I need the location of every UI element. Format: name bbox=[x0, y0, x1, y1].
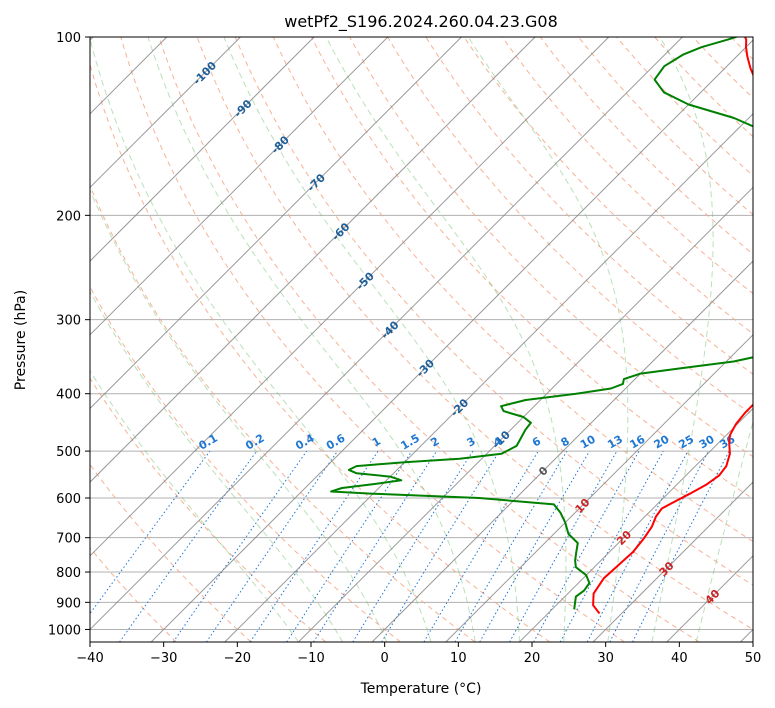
y-tick-label: 500 bbox=[56, 445, 81, 460]
dry-adiabat bbox=[196, 37, 753, 631]
isotherm-line bbox=[592, 481, 753, 642]
moist-adiabat bbox=[90, 37, 432, 642]
dry-adiabat bbox=[90, 285, 401, 642]
mixing-ratio-line bbox=[205, 450, 338, 642]
isotherm-line bbox=[445, 334, 753, 642]
mixing-ratio-line bbox=[423, 450, 539, 642]
x-tick-label: −20 bbox=[224, 651, 251, 666]
isotherm-line bbox=[224, 113, 753, 642]
plot-frame bbox=[89, 36, 754, 643]
moist-adiabat bbox=[223, 37, 520, 642]
isotherm-line bbox=[90, 37, 241, 189]
isotherm-line bbox=[371, 260, 753, 642]
y-axis: 100 200 300 400 500 600 700 800 900 1000 bbox=[48, 31, 90, 638]
y-tick-label: 600 bbox=[56, 492, 81, 507]
x-tick-label: 0 bbox=[381, 651, 389, 666]
y-tick-label: 100 bbox=[56, 31, 81, 46]
x-tick-label: −10 bbox=[297, 651, 324, 666]
isotherm-line bbox=[90, 37, 610, 557]
x-axis-label: Temperature (°C) bbox=[360, 681, 482, 697]
dewpoint-line bbox=[330, 37, 753, 610]
x-tick-label: 10 bbox=[450, 651, 467, 666]
isotherm-line bbox=[90, 37, 315, 262]
y-tick-label: 900 bbox=[56, 596, 81, 611]
mixing-ratio-line bbox=[479, 450, 591, 642]
y-tick-label: 800 bbox=[56, 566, 81, 581]
mixing-ratio-line bbox=[454, 450, 568, 642]
moist-adiabat bbox=[651, 37, 714, 642]
y-axis-label: Pressure (hPa) bbox=[13, 290, 29, 390]
temperature-line bbox=[592, 37, 753, 615]
y-tick-label: 300 bbox=[56, 314, 81, 329]
isotherm-line bbox=[90, 37, 462, 410]
isotherm-line bbox=[298, 186, 753, 642]
mixing-ratio-line bbox=[559, 450, 664, 642]
x-axis: −40 −30 −20 −10 0 10 20 30 40 50 bbox=[76, 642, 761, 666]
moist-adiabat bbox=[147, 37, 476, 642]
moist-adiabat bbox=[90, 290, 344, 642]
y-tick-label: 200 bbox=[56, 209, 81, 224]
x-tick-label: −40 bbox=[76, 651, 103, 666]
mixing-ratio-line bbox=[313, 450, 438, 642]
x-tick-label: 30 bbox=[597, 651, 614, 666]
dry-adiabat bbox=[311, 37, 753, 500]
mixing-ratio-lines bbox=[90, 450, 730, 642]
dry-adiabat bbox=[120, 37, 625, 642]
y-tick-label: 400 bbox=[56, 388, 81, 403]
y-tick-label: 1000 bbox=[48, 623, 81, 638]
mixing-ratio-line bbox=[509, 450, 618, 642]
mixing-ratio-line bbox=[119, 450, 258, 642]
chart-title: wetPf2_S196.2024.260.04.23.G08 bbox=[284, 12, 558, 32]
mixing-ratio-line bbox=[90, 450, 211, 615]
dry-adiabat bbox=[90, 62, 551, 642]
x-tick-label: −30 bbox=[150, 651, 177, 666]
dry-adiabat bbox=[234, 37, 753, 586]
x-tick-label: 20 bbox=[524, 651, 541, 666]
dry-adiabat bbox=[425, 37, 753, 375]
moist-adiabat bbox=[325, 37, 567, 642]
isotherm-line bbox=[519, 407, 753, 642]
isotherm-line bbox=[90, 37, 683, 631]
moist-adiabat bbox=[695, 420, 753, 642]
isotherm-line bbox=[90, 37, 389, 336]
dry-adiabat bbox=[90, 377, 327, 642]
x-tick-label: 50 bbox=[745, 651, 762, 666]
mixing-ratio-line bbox=[352, 450, 474, 642]
isotherm-line bbox=[90, 37, 536, 483]
moist-adiabat bbox=[90, 188, 388, 642]
y-tick-label: 700 bbox=[56, 532, 81, 547]
x-tick-label: 40 bbox=[671, 651, 688, 666]
isotherm-line bbox=[150, 39, 753, 642]
profile-series bbox=[330, 37, 753, 615]
skewed-isotherms bbox=[90, 37, 753, 642]
mixing-ratio-line bbox=[172, 450, 308, 642]
dry-adiabat bbox=[387, 37, 753, 416]
dry-adiabat bbox=[272, 37, 753, 543]
mixing-ratio-line bbox=[381, 450, 500, 642]
